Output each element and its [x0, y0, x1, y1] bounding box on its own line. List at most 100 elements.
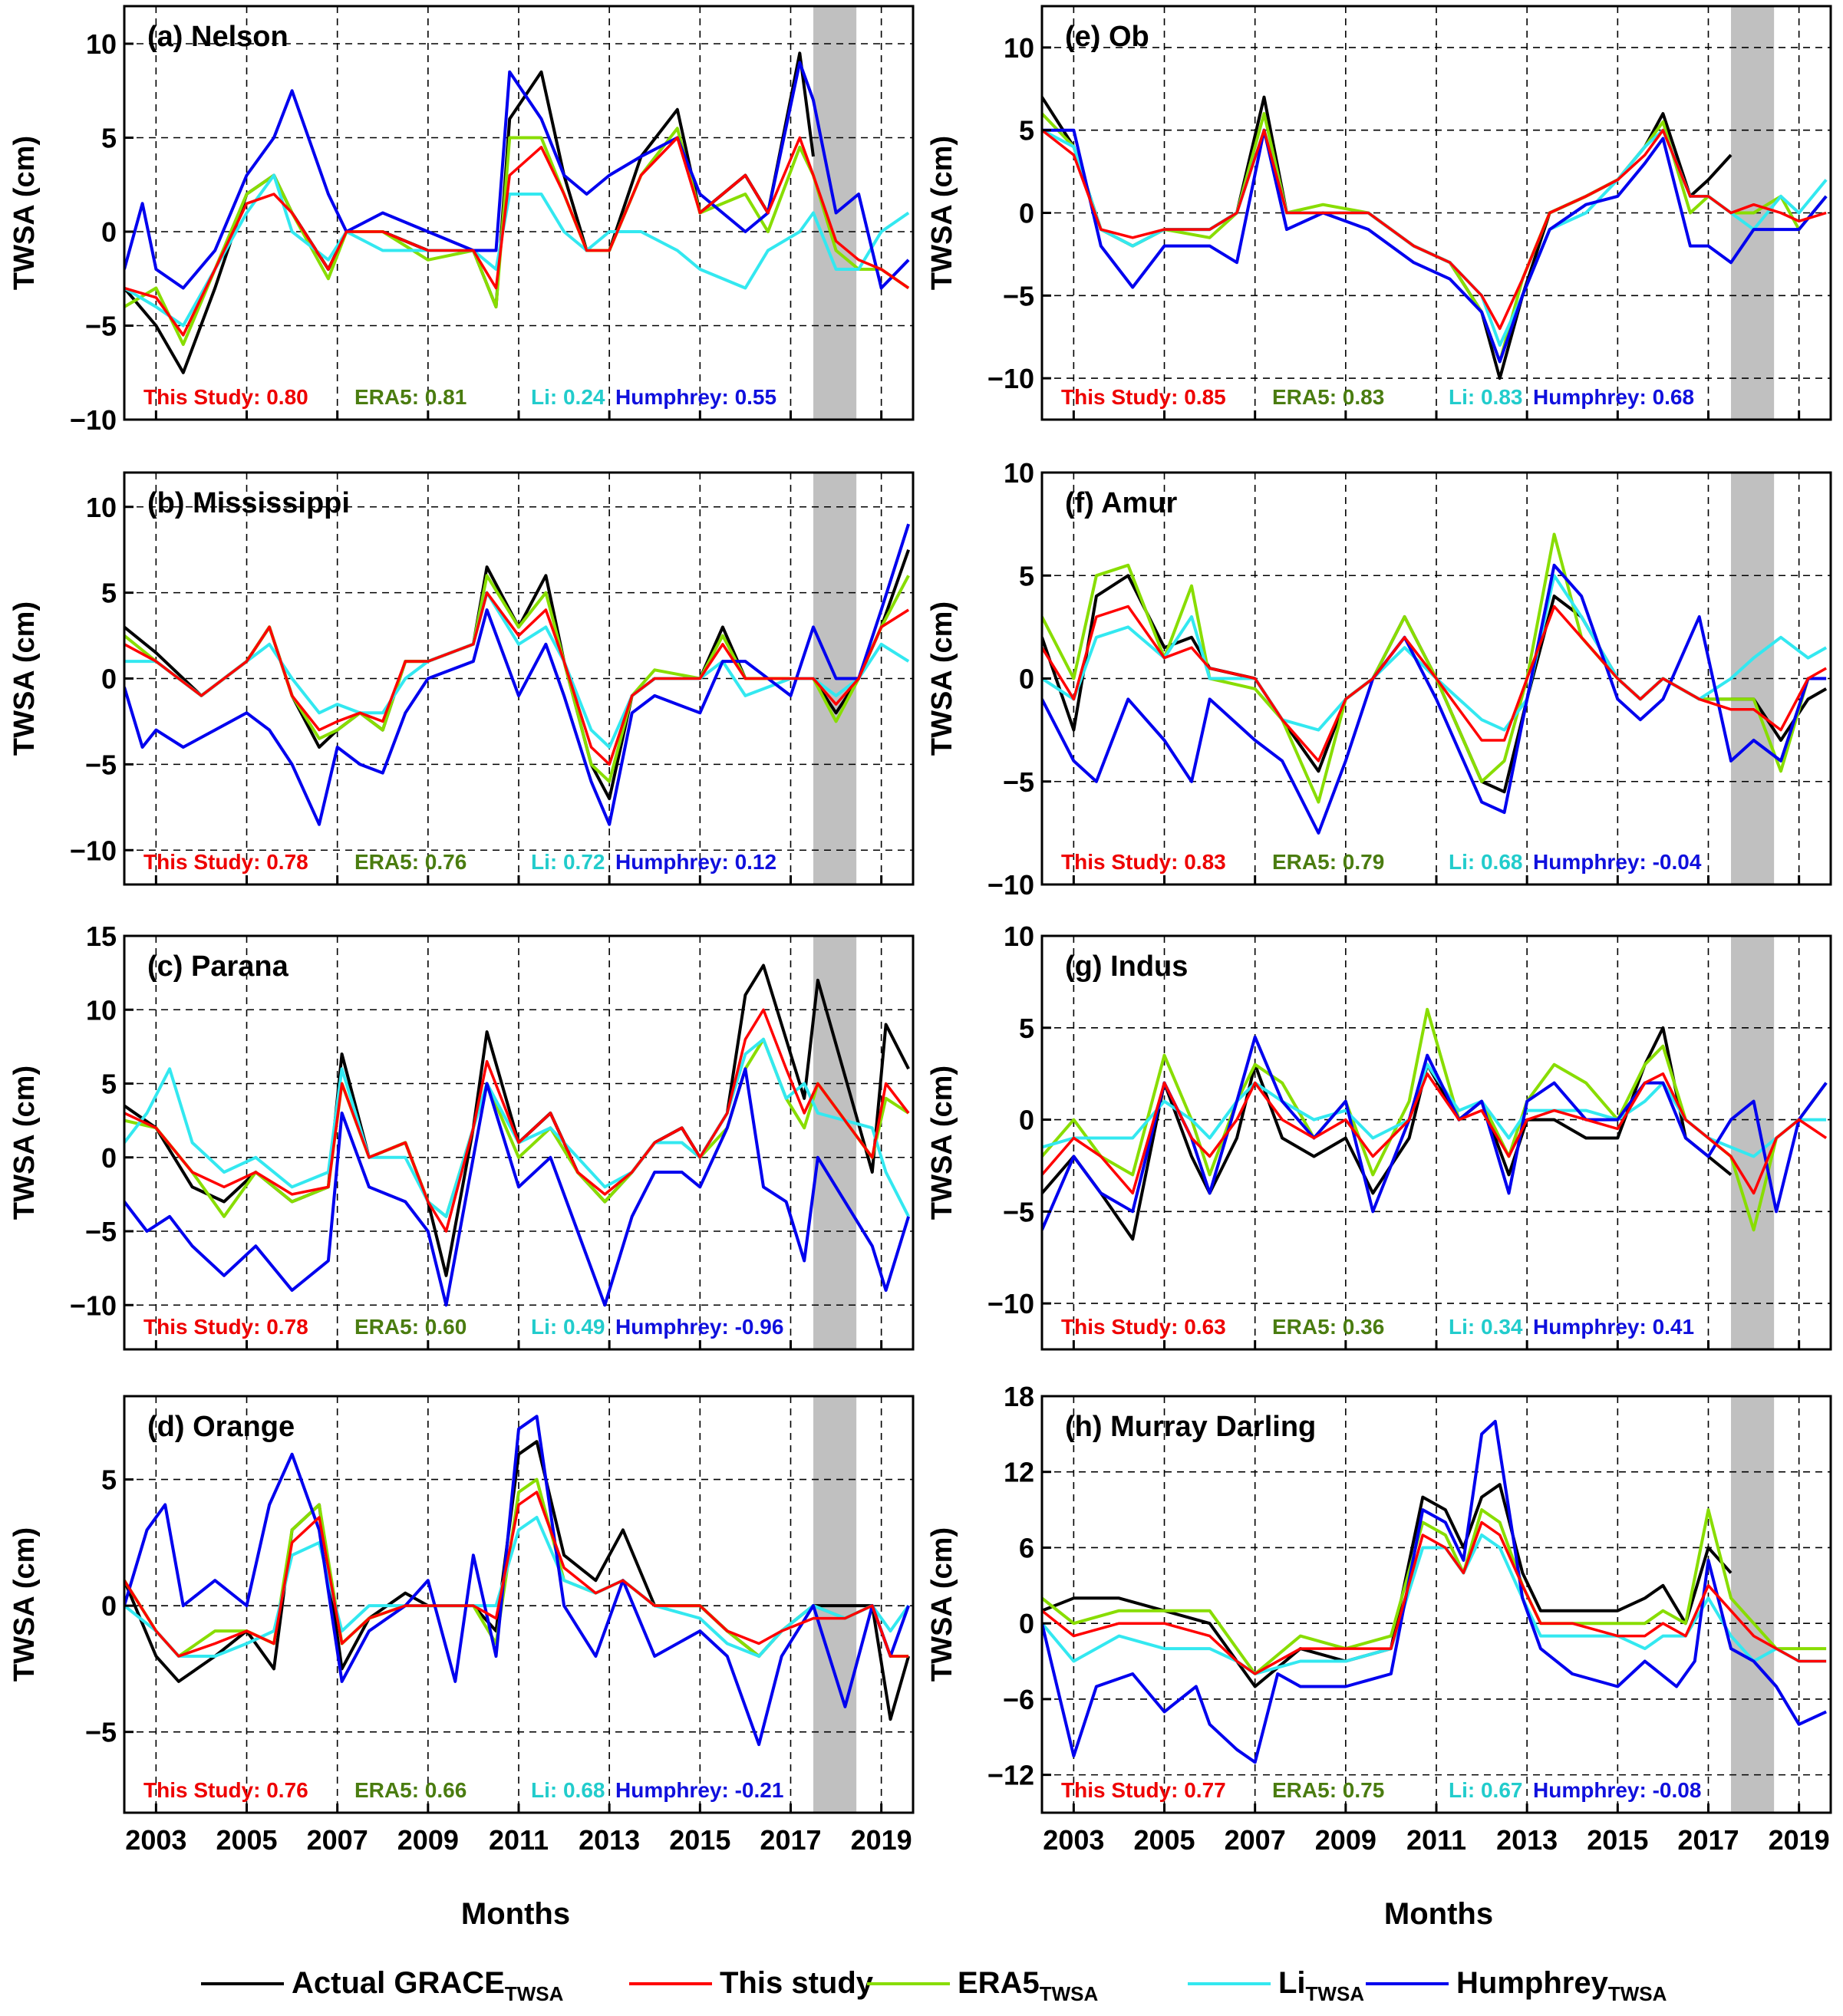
x-tick-label: 2015 [669, 1824, 730, 1856]
ticks: −10 −5 0 5 10 [987, 32, 1801, 420]
y-tick-label: −10 [70, 835, 117, 866]
y-axis-label: TWSA (cm) [8, 1527, 41, 1682]
series-line-era5 [124, 1037, 910, 1218]
series-line-this_study [1042, 1520, 1827, 1675]
y-tick-label: 0 [101, 1142, 117, 1174]
y-tick-label: −5 [1003, 766, 1034, 798]
correlation-this_study: This Study: 0.77 [1061, 1778, 1226, 1802]
x-tick-label: 2019 [1769, 1824, 1830, 1856]
x-tick-label: 2009 [1315, 1824, 1376, 1856]
correlation-humphrey: Humphrey: 0.55 [615, 385, 776, 409]
series-line-humphrey [124, 61, 910, 290]
correlation-era5: ERA5: 0.76 [354, 850, 467, 874]
panel-title: (b) Mississippi [147, 487, 350, 519]
correlation-this_study: This Study: 0.76 [143, 1778, 308, 1802]
series-line-li [1042, 1533, 1827, 1675]
grid [124, 1396, 913, 1813]
correlation-humphrey: Humphrey: 0.68 [1533, 385, 1694, 409]
legend-label-li: LiTWSA [1278, 1966, 1364, 2005]
y-tick-label: 5 [1019, 560, 1034, 591]
series-line-humphrey [124, 1415, 910, 1747]
correlation-li: Li: 0.67 [1449, 1778, 1522, 1802]
legend-subscript: TWSA [1608, 1982, 1667, 2005]
y-axis-label: TWSA (cm) [926, 1527, 958, 1682]
correlation-era5: ERA5: 0.75 [1272, 1778, 1384, 1802]
series-group [124, 523, 911, 826]
series-line-humphrey [1042, 563, 1827, 835]
correlation-humphrey: Humphrey: -0.96 [615, 1315, 783, 1339]
correlation-li: Li: 0.34 [1449, 1315, 1523, 1339]
y-tick-label: −6 [1003, 1684, 1034, 1715]
panel-title: (e) Ob [1065, 21, 1149, 53]
legend-label-humphrey: HumphreyTWSA [1456, 1966, 1667, 2005]
x-axis-label-right: Months [1384, 1897, 1493, 1931]
x-tick-label: 2005 [216, 1824, 277, 1856]
y-tick-label: 10 [1004, 32, 1034, 64]
series-line-this_study [124, 1008, 910, 1233]
panel-title: (d) Orange [147, 1411, 295, 1443]
series-line-this_study [124, 1491, 909, 1658]
series-group [1042, 95, 1828, 380]
correlation-li: Li: 0.68 [1449, 850, 1522, 874]
x-tick-label: 2013 [579, 1824, 640, 1856]
grid [1042, 6, 1831, 420]
y-tick-label: −5 [85, 749, 117, 780]
panel-title: (a) Nelson [147, 21, 288, 53]
y-axis-label: TWSA (cm) [926, 1066, 958, 1220]
series-line-humphrey [124, 523, 911, 826]
correlation-era5: ERA5: 0.60 [354, 1315, 467, 1339]
panel-6: −10 −5 0 5 10 TWSA (cm) (f) Amur This Study: 0.… [926, 457, 1832, 901]
ticks: −10 −5 0 5 10 15 [70, 921, 883, 1349]
series-line-era5 [1042, 532, 1827, 804]
series-line-li [124, 1516, 910, 1658]
series-group [1042, 532, 1828, 835]
panel-title: (h) Murray Darling [1065, 1411, 1316, 1443]
y-tick-label: 0 [1019, 664, 1034, 695]
series-line-grace [1042, 1483, 1733, 1688]
correlation-era5: ERA5: 0.83 [1272, 385, 1384, 409]
y-tick-label: −10 [987, 363, 1034, 394]
panel-3: −10 −5 0 5 10 15 TWSA (cm) (c) Parana This Study… [8, 921, 915, 1351]
correlation-this_study: This Study: 0.80 [143, 385, 308, 409]
correlation-li: Li: 0.83 [1449, 385, 1522, 409]
legend-label-grace: Actual GRACETWSA [292, 1966, 564, 2005]
series-line-grace [1042, 1026, 1733, 1241]
y-axis-label: TWSA (cm) [8, 601, 41, 756]
correlation-this_study: This Study: 0.78 [143, 850, 308, 874]
correlation-era5: ERA5: 0.66 [354, 1778, 467, 1802]
series-line-li [124, 173, 910, 328]
series-group [124, 964, 911, 1307]
y-tick-label: −5 [1003, 280, 1034, 311]
ticks: −5 0 5 2003 2005 2007 2009 2011 2013 2015 2017 2019 [85, 1464, 912, 1856]
series-line-era5 [1042, 112, 1828, 364]
x-tick-label: 2005 [1133, 1824, 1195, 1856]
series-line-humphrey [1042, 1419, 1827, 1764]
y-tick-label: −10 [70, 404, 117, 436]
y-tick-label: 5 [1019, 1013, 1034, 1044]
gap-band [813, 936, 857, 1349]
y-tick-label: 5 [101, 123, 117, 154]
panel-title: (f) Amur [1065, 487, 1178, 519]
y-tick-label: 10 [1004, 921, 1034, 952]
axis-labels: Months Months [461, 1897, 1493, 1931]
panels: −10 −5 0 5 10 TWSA (cm) (a) Nelson This Study: … [8, 5, 1832, 1856]
y-tick-label: −5 [85, 311, 117, 342]
legend-label-era5: ERA5TWSA [958, 1966, 1098, 2005]
correlation-era5: ERA5: 0.79 [1272, 850, 1384, 874]
series-line-li [1042, 128, 1828, 347]
series-group [124, 1415, 911, 1747]
legend-subscript: TWSA [1306, 1982, 1365, 2005]
correlation-humphrey: Humphrey: -0.21 [615, 1778, 783, 1802]
correlation-humphrey: Humphrey: 0.12 [615, 850, 776, 874]
series-line-this_study [1042, 128, 1827, 331]
series-line-era5 [1042, 1508, 1827, 1675]
x-tick-label: 2015 [1587, 1824, 1648, 1856]
x-tick-label: 2009 [397, 1824, 459, 1856]
series-line-this_study [124, 136, 910, 337]
y-tick-label: 12 [1004, 1457, 1034, 1488]
y-tick-label: 5 [101, 1464, 117, 1496]
panel-7: −10 −5 0 5 10 TWSA (cm) (g) Indus This Study: 0… [926, 921, 1832, 1351]
ticks: −10 −5 0 5 10 [70, 28, 883, 436]
y-tick-label: 0 [1019, 1105, 1034, 1136]
panel-title: (c) Parana [147, 950, 289, 983]
